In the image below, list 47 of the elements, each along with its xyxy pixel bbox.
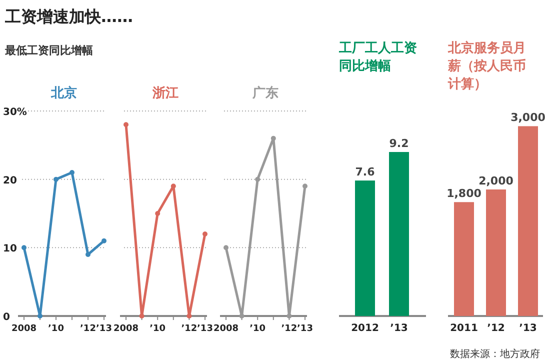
- x-tick-label: 2012: [351, 323, 379, 334]
- x-tick-label: ’12: [181, 324, 198, 334]
- data-label: 1,800: [446, 187, 482, 200]
- x-tick-label: 2008: [113, 324, 139, 334]
- x-tick-label: ’13: [197, 324, 213, 334]
- x-tick-label: 2008: [213, 324, 239, 334]
- point: [155, 211, 160, 216]
- x-tick-label: 2008: [11, 324, 37, 334]
- point: [22, 245, 26, 250]
- point: [86, 252, 90, 257]
- x-tick-label: ’10: [250, 324, 266, 334]
- x-tick-label: ’10: [48, 324, 64, 334]
- point: [202, 232, 208, 236]
- x-tick-label: 2011: [450, 323, 478, 334]
- source-note: 数据来源：地方政府: [450, 348, 540, 360]
- x-tick-label: ’13: [297, 324, 313, 334]
- point: [302, 184, 308, 189]
- chart-subtitle: 最低工资同比增幅: [4, 44, 93, 57]
- chart-title: 工厂工人工资同比增幅: [338, 41, 417, 74]
- y-tick-label: 10: [3, 244, 17, 255]
- x-tick-label: ’12: [487, 323, 505, 334]
- x-tick-label: ’12: [281, 324, 298, 334]
- point: [170, 184, 176, 189]
- chart-title: 北京服务员月薪（按人民币计算）: [447, 40, 526, 92]
- chart-title: 工资增速加快……: [4, 7, 133, 26]
- y-tick-label: 30%: [3, 107, 27, 118]
- point: [270, 136, 276, 141]
- point: [124, 122, 128, 128]
- x-tick-label: ’13: [96, 324, 112, 334]
- data-label: 7.6: [355, 166, 376, 179]
- point: [70, 170, 74, 175]
- point: [224, 245, 228, 250]
- point: [54, 176, 58, 182]
- point: [255, 176, 260, 182]
- data-label: 9.2: [389, 137, 409, 150]
- point: [102, 238, 106, 244]
- x-tick-label: ’13: [519, 323, 537, 334]
- text: 广东: [252, 85, 278, 101]
- text: 浙江: [152, 86, 178, 101]
- x-tick-label: ’13: [390, 323, 408, 334]
- data-label: 2,000: [478, 174, 514, 188]
- x-tick-label: ’10: [150, 324, 166, 334]
- y-tick-label: 0: [3, 312, 10, 323]
- data-label: 3,000: [510, 111, 545, 124]
- text: 北京: [50, 85, 77, 101]
- x-tick-label: ’12: [80, 324, 96, 334]
- y-tick-label: 20: [3, 175, 17, 186]
